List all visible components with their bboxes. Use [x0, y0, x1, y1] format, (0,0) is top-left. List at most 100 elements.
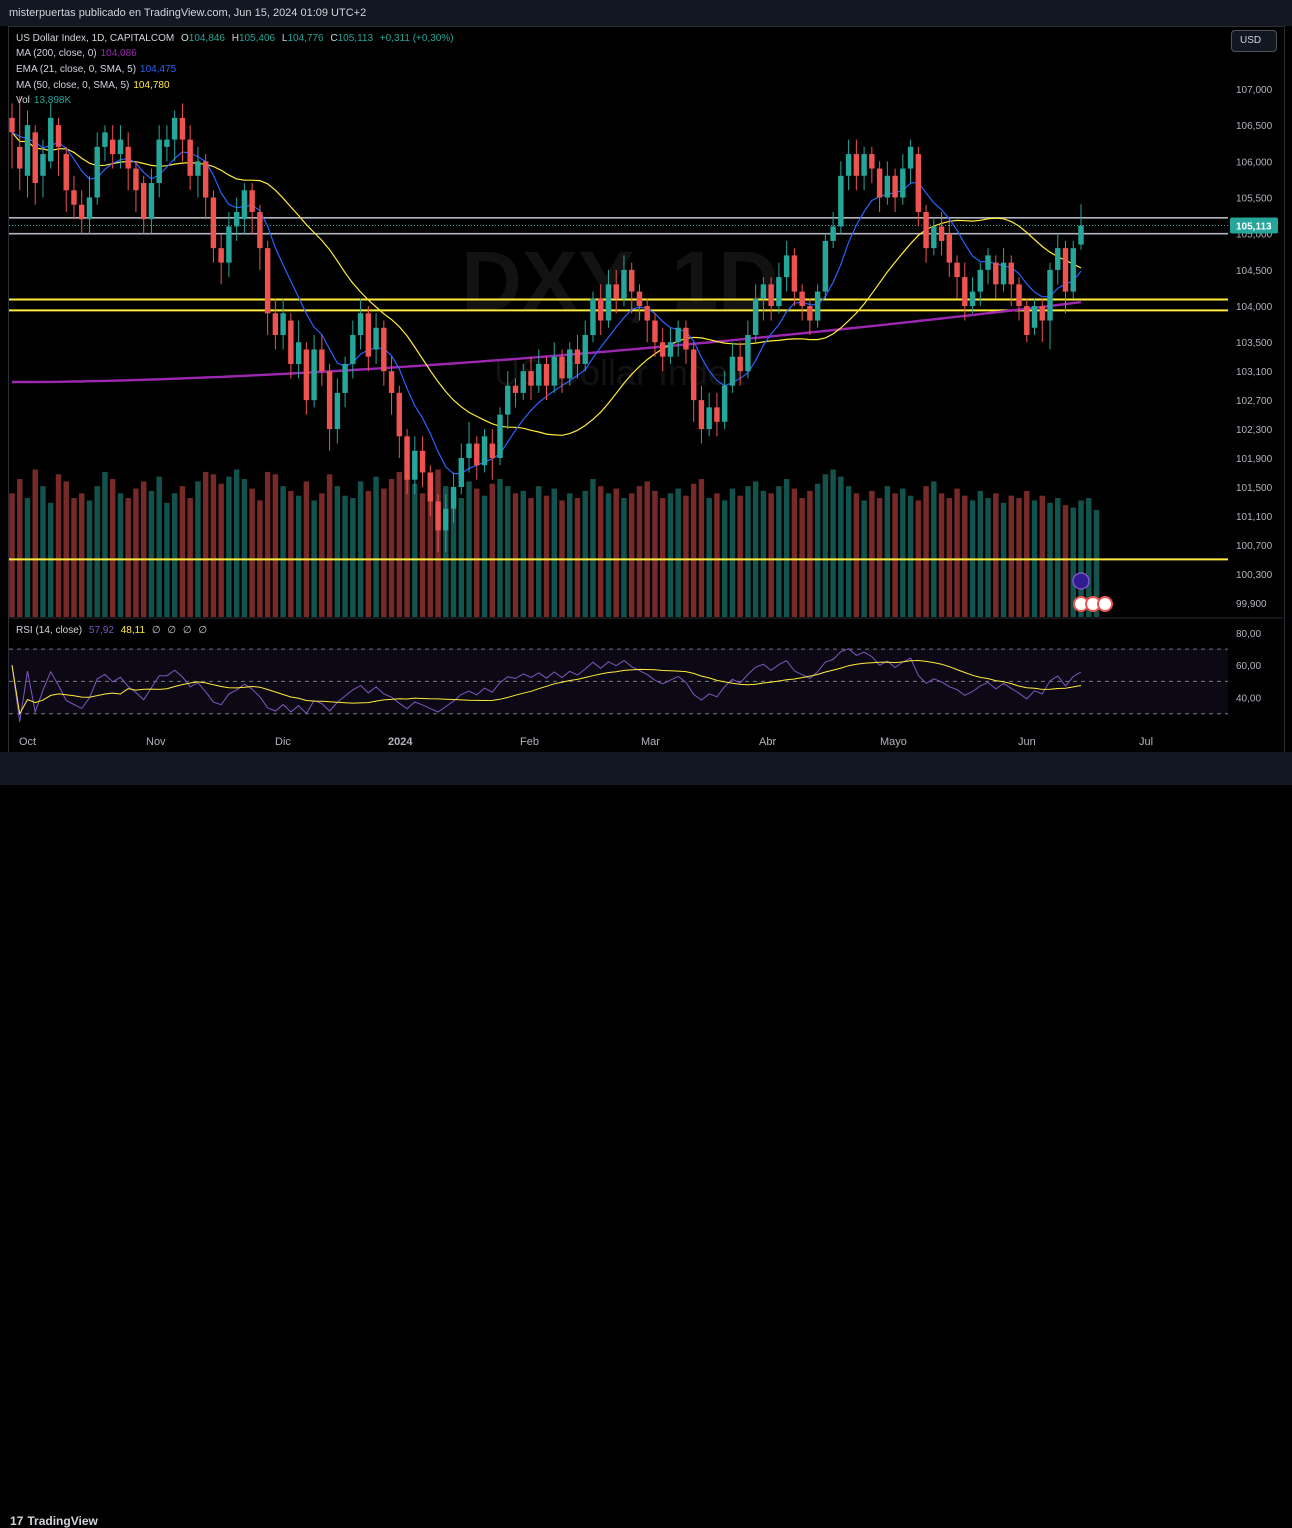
candle-body [923, 211, 929, 249]
volume-bar [412, 483, 418, 617]
volume-bar [109, 479, 116, 617]
legend-symbol-row: US Dollar Index, 1D, CAPITALCOM O104,846… [16, 33, 458, 44]
volume-bar [489, 483, 495, 617]
candle-body [117, 139, 124, 155]
price-tick-label: 102,300 [1236, 425, 1273, 436]
legend-ema21-value: 104,475 [140, 64, 177, 75]
candle-body [683, 327, 689, 350]
candle-body [218, 248, 224, 263]
candle-body [334, 392, 341, 430]
volume-bar [853, 493, 860, 617]
legend-ma50-row[interactable]: MA (50, close, 0, SMA, 5) 104,780 [16, 80, 174, 91]
volume-bar [977, 490, 984, 617]
candle-body [102, 132, 108, 147]
price-tick-label: 101,500 [1236, 483, 1273, 494]
volume-bar [752, 481, 759, 617]
candle-body [295, 342, 302, 364]
volume-bar [543, 495, 550, 617]
legend-rsi-ma-value: 48,11 [120, 625, 146, 636]
candle-body [861, 154, 867, 176]
candle-body [48, 117, 54, 162]
candle-body [559, 356, 565, 379]
tradingview-logo[interactable]: 17 TradingView [10, 1514, 98, 1528]
candle-body [466, 443, 472, 459]
volume-bar [551, 488, 557, 617]
chart-frame[interactable] [8, 26, 1285, 754]
candle-body [404, 436, 410, 480]
candle-body [288, 320, 294, 364]
volume-bar [590, 479, 596, 617]
candle-body [907, 146, 914, 169]
price-tick-label: 103,500 [1236, 338, 1273, 349]
candle-body [721, 385, 728, 422]
volume-bar [79, 493, 85, 617]
volume-bar [466, 481, 472, 617]
candle-body [946, 233, 953, 263]
earnings-icon [1072, 572, 1090, 590]
legend-high: 105,406 [238, 33, 276, 44]
candle-body [1000, 262, 1007, 285]
legend-ma200-row[interactable]: MA (200, close, 0) 104,086 [16, 48, 141, 59]
legend-h-label: H [231, 33, 239, 44]
price-tick-label: 102,700 [1236, 396, 1273, 407]
candle-body [822, 240, 829, 292]
volume-bar [613, 488, 619, 617]
candle-body [977, 269, 984, 292]
volume-bar [667, 493, 674, 617]
volume-bar [737, 495, 743, 617]
candle-body [342, 363, 348, 393]
volume-bar [791, 488, 798, 617]
price-chart[interactable]: DXY, 1D US Dollar Index 80,0060,0040,00 … [0, 0, 1292, 785]
candle-body [838, 175, 844, 227]
candle-body [512, 385, 519, 393]
volume-bar [845, 486, 852, 617]
legend-rsi-row[interactable]: RSI (14, close) 57,92 48,11 ∅ ∅ ∅ ∅ [16, 625, 211, 636]
candle-body [264, 248, 271, 314]
candle-body [40, 154, 46, 176]
candle-body [969, 291, 976, 307]
candle-body [148, 183, 155, 220]
price-tick-label: 100,300 [1236, 570, 1273, 581]
candle-body [830, 226, 836, 241]
volume-bar [427, 479, 434, 617]
legend-ema21-row[interactable]: EMA (21, close, 0, SMA, 5) 104,475 [16, 64, 180, 75]
volume-bar [148, 490, 155, 617]
volume-bar [946, 498, 953, 617]
currency-button[interactable]: USD [1231, 30, 1277, 52]
volume-bar [303, 481, 310, 617]
candle-body [505, 385, 511, 415]
price-tick-label: 103,100 [1236, 367, 1273, 378]
volume-bar [295, 495, 302, 617]
candle-body [443, 508, 449, 531]
legend-ma200-label: MA (200, close, 0) [16, 48, 97, 59]
volume-bar [869, 490, 875, 617]
candlesticks [9, 96, 1084, 553]
time-tick-label: Dic [275, 736, 291, 748]
legend-vol-row[interactable]: Vol 13,898K [16, 95, 75, 106]
volume-bar [474, 488, 480, 617]
tradingview-brand: TradingView [27, 1514, 98, 1528]
volume-bar [450, 490, 457, 617]
volume-bar [350, 498, 356, 617]
candle-body [621, 269, 627, 299]
volume-bar [698, 479, 705, 617]
last-price-tag [1230, 217, 1278, 234]
candle-body [791, 255, 798, 292]
volume-bar [776, 486, 782, 617]
candle-body [574, 349, 581, 364]
volume-bar [690, 483, 697, 617]
top-bar: misterpuertas publicado en TradingView.c… [0, 0, 1292, 26]
price-tick-label: 104,000 [1236, 302, 1273, 313]
price-tick-label: 107,000 [1236, 85, 1273, 96]
volume-bar [714, 493, 720, 617]
price-tick-label: 106,000 [1236, 157, 1273, 168]
rsi-tick-label: 40,00 [1236, 694, 1261, 705]
watermark-symbol: DXY, 1D [461, 234, 778, 328]
volume-bar [1039, 495, 1045, 617]
event-icons [1072, 572, 1113, 612]
price-tick-label: 101,900 [1236, 454, 1273, 465]
volume-bar [520, 490, 526, 617]
time-tick-label: Oct [19, 736, 36, 748]
rsi-ma-line [11, 659, 1082, 716]
candle-body [458, 458, 465, 487]
